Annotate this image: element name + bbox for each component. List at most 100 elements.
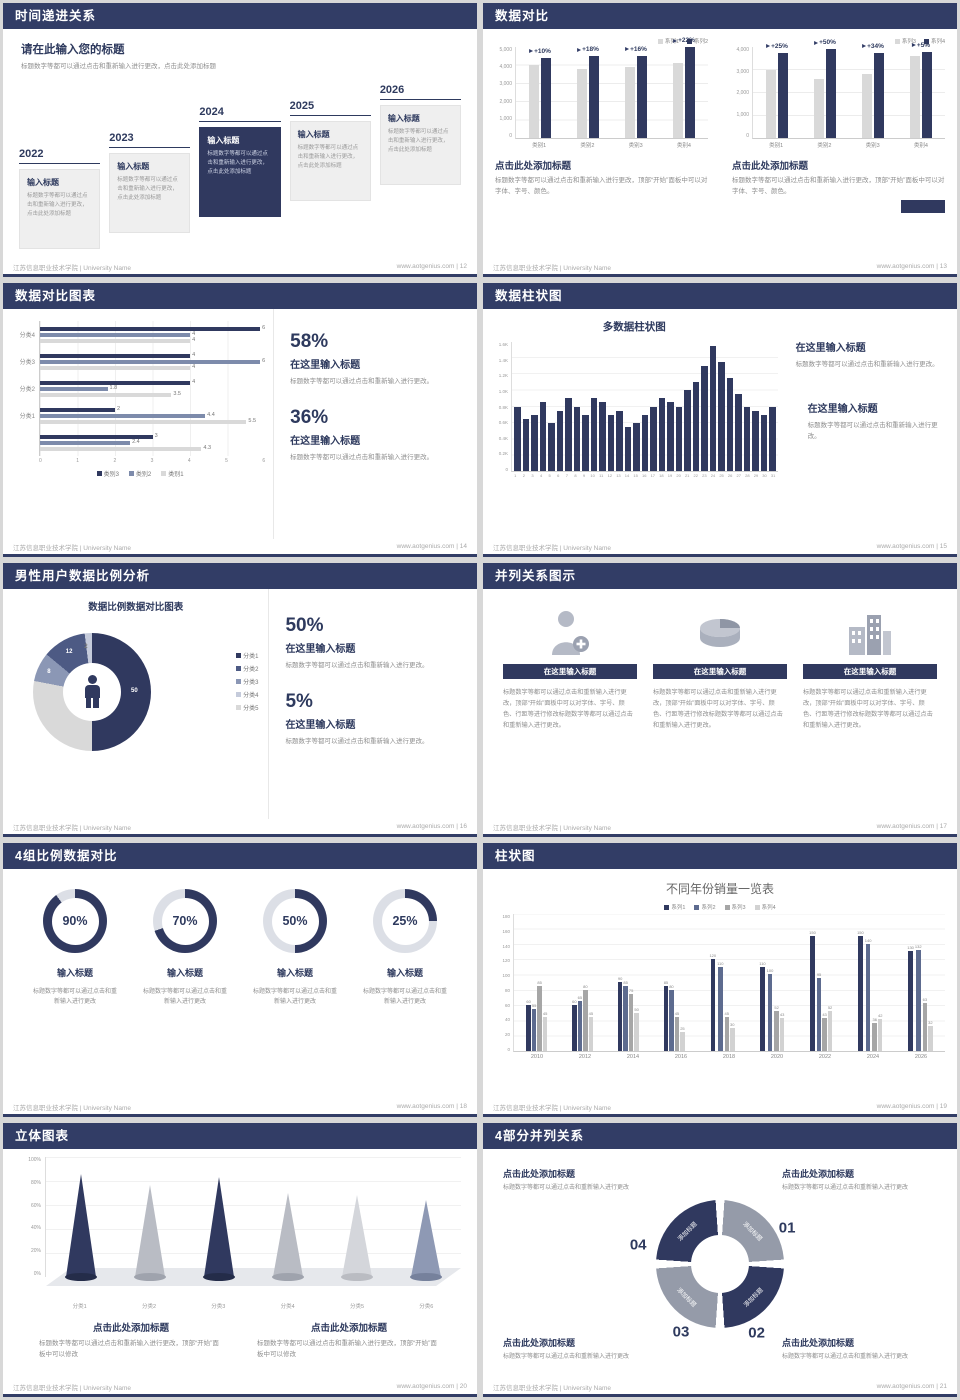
x-tick-label: 2024	[866, 1054, 880, 1060]
footer-left: 江苏信息职业技术学院 | University Name	[493, 824, 611, 832]
slide-header: 立体图表	[3, 1123, 477, 1149]
slide-header: 柱状图	[483, 843, 957, 869]
slide-body: 分类4 分类3 分类2 分类1 6 4 4 4 6 4 4 1.8 3.5 2 4.4 5.5 3 2.4 4.3 …	[3, 309, 477, 539]
bar	[556, 410, 563, 471]
bar-value: 45	[724, 1010, 729, 1016]
timeline-box: 输入标题 标题数字等都可以通过点击和重新输入进行更改，点击此处添加标题	[289, 121, 371, 201]
x-tick-label: 5	[548, 473, 551, 478]
stat-percent: 5%	[285, 691, 313, 713]
slide-20[interactable]: 立体图表 100% 80% 60% 40% 20% 0% 分类1 分类2 分类3 分类4 分类5 分…	[3, 1123, 477, 1397]
footer-right: www.aotgenius.com | 19	[876, 1103, 947, 1110]
bar	[625, 67, 635, 138]
cycle-hole	[691, 1235, 749, 1293]
bar-value: 45	[588, 1010, 594, 1016]
slide-19[interactable]: 柱状图 不同年份销量一览表 系列1 系列2 系列3 系列4 180 160 140 120 1…	[483, 843, 957, 1117]
timeline-year: 2025	[289, 100, 371, 116]
x-tick-label: 类别4	[913, 143, 928, 149]
legend-swatch	[236, 653, 242, 658]
bar	[633, 422, 640, 471]
footer-right: www.aotgenius.com | 16	[396, 823, 467, 830]
x-tick-label: 24	[710, 473, 716, 478]
delta-flag-icon	[577, 47, 582, 52]
cone	[341, 1195, 374, 1281]
block-title: 点击此处添加标题	[92, 1323, 169, 1334]
bar	[680, 1031, 685, 1051]
legend-label: 分类1	[243, 654, 259, 660]
bar-chart: 系列1 系列2 5,000 4,000 3,000 2,000 1,000 0 +10% +18%…	[495, 37, 708, 149]
chart-legend: 系列3 系列4	[732, 37, 945, 45]
slide-16[interactable]: 男性用户数据比例分析 数据比例数据对比图表 50 8 12 2 分类1 分类2 分类3 分类…	[3, 563, 477, 837]
legend-swatch	[236, 705, 242, 710]
timeline-box: 输入标题 标题数字等都可以通过点击和重新输入进行更改，点击此处添加标题	[19, 169, 101, 249]
footer-right: www.aotgenius.com | 20	[396, 1383, 467, 1390]
stat-title: 在这里输入标题	[285, 644, 356, 655]
y-axis: 100% 80% 60% 40% 20% 0%	[19, 1157, 45, 1277]
x-tick-label: 2026	[914, 1054, 928, 1060]
bar	[774, 1011, 779, 1051]
slide-18[interactable]: 4组比例数据对比 90% 输入标题 标题数字等都可以通过点击和重新输入进行更改 70%…	[3, 843, 477, 1117]
delta-label: +5%	[911, 42, 930, 49]
ring-center: 90%	[51, 897, 99, 945]
bar-value: 150	[857, 930, 864, 935]
slide-body: 在这里输入标题 标题数字等都可以通过点击和重新输入进行更改，顶部“开始”面板中可…	[483, 589, 957, 819]
timeline-item: 2022 输入标题 标题数字等都可以通过点击和重新输入进行更改，点击此处添加标题	[19, 148, 101, 249]
timeline-box-title: 输入标题	[207, 136, 240, 145]
legend-label: 系列4	[930, 39, 945, 45]
x-tick-label: 1	[76, 458, 79, 464]
slide-15[interactable]: 数据柱状图 多数据柱状图 1.6K 1.4K 1.2K 1.0K 0.8K 0.6K 0.4…	[483, 283, 957, 557]
bar-group: +5%	[910, 42, 932, 138]
bar-group: +34%	[862, 43, 884, 138]
timeline-item: 2026 输入标题 标题数字等都可以通过点击和重新输入进行更改，点击此处添加标题	[379, 84, 462, 185]
y-tick-label: 20	[504, 1032, 510, 1038]
x-tick-label: 25	[719, 473, 724, 478]
cone-shape	[411, 1200, 442, 1277]
x-tick-label: 2	[113, 458, 117, 464]
slide-14[interactable]: 数据对比图表 分类4 分类3 分类2 分类1 6 4 4 4 6 4 4 1.8 3.5 2 4.4 5.5 3…	[3, 283, 477, 557]
delta-value: +22%	[678, 37, 695, 44]
bar	[582, 414, 589, 471]
stat-block: 58% 在这里输入标题 标题数字等都可以通过点击和重新输入进行更改。	[290, 331, 461, 387]
footer-right: www.aotgenius.com | 14	[396, 543, 467, 550]
x-axis: 1 2 3 4 5 6 7 8 9 10 11 12 13 14 15 16 17 18 19 20 21 22 23 24 2…	[491, 473, 778, 478]
legend-swatch	[236, 679, 242, 684]
bar-group: +22%	[673, 37, 695, 138]
category-label: 分类2	[19, 387, 35, 393]
stat-title: 在这里输入标题	[290, 360, 361, 371]
bar-group: +25%	[766, 43, 788, 138]
slide-21[interactable]: 4部分并列关系 点击此处添加标题 标题数字等都可以通过点击和重新输入进行更改 点…	[483, 1123, 957, 1397]
bar	[922, 1002, 928, 1051]
bar-value: 85	[663, 979, 669, 985]
bar-value: 32	[928, 1020, 933, 1026]
column-chart: 多数据柱状图 1.6K 1.4K 1.2K 1.0K 0.8K 0.6K 0.4K 0.2K 0…	[483, 309, 782, 539]
stat-body: 标题数字等都可以通过点击和重新输入进行更改。	[290, 454, 434, 462]
slide-footer: 江苏信息职业技术学院 | University Name www.aotgeni…	[483, 259, 957, 274]
banner-title: 在这里输入标题	[803, 664, 937, 679]
cone-base	[341, 1273, 374, 1281]
progress-ring: 90%	[43, 889, 107, 953]
block-title: 点击此处添加标题	[503, 1169, 576, 1179]
delta-label: +18%	[577, 46, 599, 53]
y-tick-label: 100	[502, 973, 510, 979]
y-tick-label: 1,000	[499, 115, 512, 122]
bar-value: 50	[634, 1006, 639, 1012]
slide-17[interactable]: 并列关系图示 在这里输入标题 标题数字等都可以通过点击和重新输入进行更改，顶部“…	[483, 563, 957, 837]
slide-header: 4组比例数据对比	[3, 843, 477, 869]
bar-group: 90 85 75 50	[617, 914, 639, 1051]
slide-12[interactable]: 时间递进关系 请在此输入您的标题 标题数字等都可以通过点击和重新输入进行更改，点…	[3, 3, 477, 277]
doctor-icon	[550, 603, 590, 655]
y-tick-label: 60	[504, 1002, 510, 1008]
x-tick-label: 分类6	[419, 1304, 434, 1310]
progress-ring: 50%	[263, 889, 327, 953]
bar-value: 4	[192, 330, 196, 337]
cone-chart: 100% 80% 60% 40% 20% 0%	[19, 1157, 461, 1289]
bar	[724, 1016, 730, 1051]
footer-right: www.aotgenius.com | 13	[876, 263, 947, 270]
plot-area: +25% +50% +34% +5%	[752, 39, 945, 139]
corner-block-bottom-right: 点击此处添加标题 标题数字等都可以通过点击和重新输入进行更改	[782, 1336, 937, 1363]
slide-header: 数据对比图表	[3, 283, 477, 309]
y-tick-label: 0.2K	[498, 451, 508, 457]
slide-13[interactable]: 数据对比 系列1 系列2 5,000 4,000 3,000 2,000 1,000 0 +10…	[483, 3, 957, 277]
legend-swatch	[724, 904, 730, 910]
y-tick-label: 0	[509, 132, 512, 139]
timeline-year: 2022	[19, 148, 101, 164]
